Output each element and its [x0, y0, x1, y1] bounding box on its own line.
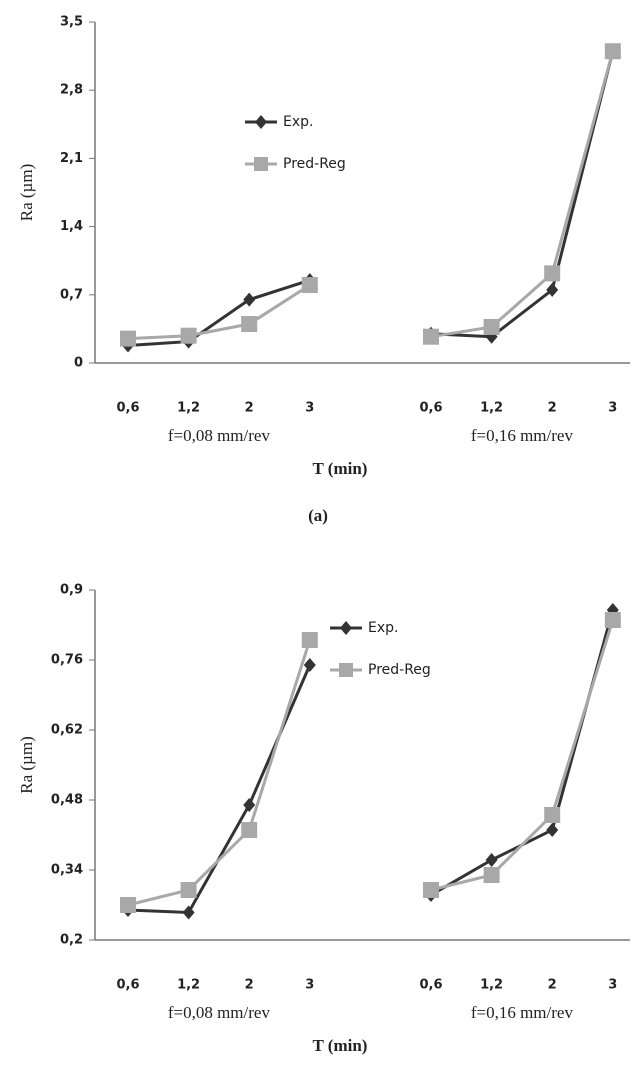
y-axis-label: Ra (µm)	[17, 164, 36, 221]
legend-marker	[254, 157, 268, 171]
legend-marker	[340, 621, 352, 635]
marker	[182, 905, 195, 920]
series-line	[127, 50, 615, 341]
y-axis-label: Ra (µm)	[17, 736, 36, 793]
x-tick-label: 1,2	[480, 978, 503, 993]
marker	[483, 318, 500, 335]
series-line	[127, 50, 615, 347]
marker	[546, 282, 559, 297]
x-tick-label: 2	[245, 978, 254, 993]
y-tick-label: 0,76	[51, 653, 83, 668]
y-tick-label: 0,62	[51, 723, 83, 738]
y-tick-label: 0,9	[60, 583, 83, 598]
legend-label: Pred-Reg	[283, 156, 346, 172]
y-tick-label: 0,34	[51, 863, 83, 878]
marker	[546, 823, 559, 837]
marker	[423, 328, 439, 345]
group-label: f=0,08 mm/rev	[168, 426, 271, 445]
y-tick-label: 0,48	[51, 793, 83, 808]
marker	[544, 265, 561, 282]
marker	[544, 807, 561, 823]
x-tick-label: 1,2	[177, 978, 200, 993]
marker	[301, 632, 318, 648]
legend-label: Exp.	[283, 114, 313, 130]
legend-label: Pred-Reg	[368, 662, 431, 678]
marker	[485, 853, 498, 867]
marker	[604, 43, 621, 60]
marker	[120, 897, 136, 913]
group-label: f=0,08 mm/rev	[168, 1003, 271, 1022]
x-tick-label: 3	[608, 401, 617, 416]
y-tick-label: 0	[74, 356, 83, 371]
x-tick-label: 0,6	[419, 978, 442, 993]
legend-marker	[255, 115, 267, 129]
marker	[120, 330, 136, 347]
caption: (a)	[308, 506, 328, 525]
x-tick-label: 0,6	[116, 401, 139, 416]
y-tick-label: 2,8	[60, 83, 83, 98]
marker	[243, 292, 256, 307]
x-axis-label: T (min)	[313, 1036, 368, 1055]
legend-label: Exp.	[368, 620, 398, 636]
x-tick-label: 3	[608, 978, 617, 993]
y-tick-label: 3,5	[60, 15, 83, 30]
group-label: f=0,16 mm/rev	[471, 426, 574, 445]
marker	[241, 316, 258, 333]
marker	[180, 882, 197, 898]
y-tick-label: 0,7	[60, 287, 83, 302]
x-tick-label: 1,2	[480, 401, 503, 416]
y-tick-label: 1,4	[60, 219, 83, 234]
marker	[604, 612, 621, 628]
x-tick-label: 0,6	[419, 401, 442, 416]
y-tick-label: 0,2	[60, 933, 83, 948]
x-tick-label: 2	[548, 978, 557, 993]
x-axis-label: T (min)	[313, 459, 368, 478]
marker	[241, 822, 258, 838]
marker	[303, 658, 316, 672]
x-tick-label: 2	[548, 401, 557, 416]
marker	[423, 882, 439, 898]
series-line	[127, 609, 615, 915]
marker	[483, 867, 500, 883]
x-tick-label: 3	[305, 978, 314, 993]
x-tick-label: 1,2	[177, 401, 200, 416]
y-tick-label: 2,1	[60, 151, 83, 166]
marker	[301, 277, 318, 294]
legend-marker	[339, 663, 353, 677]
x-tick-label: 0,6	[116, 978, 139, 993]
series-line	[127, 619, 615, 907]
x-tick-label: 3	[305, 401, 314, 416]
group-label: f=0,16 mm/rev	[471, 1003, 574, 1022]
x-tick-label: 2	[245, 401, 254, 416]
marker	[243, 798, 256, 812]
marker	[180, 327, 197, 344]
